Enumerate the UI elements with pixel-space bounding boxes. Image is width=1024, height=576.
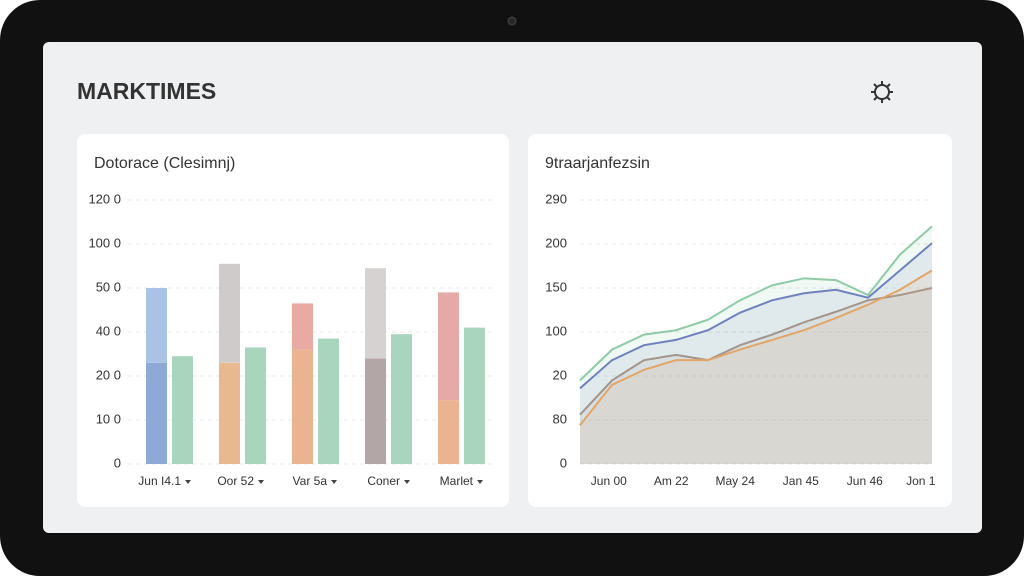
series-line	[579, 242, 933, 390]
y-tick-label: 20 0	[96, 367, 121, 382]
y-tick-label: 40 0	[96, 323, 121, 338]
x-tick-label: Jon 1	[906, 474, 936, 488]
bar-segment	[365, 358, 386, 464]
series-line	[579, 287, 933, 416]
x-tick-label: Jun 00	[591, 474, 627, 488]
camera	[507, 16, 517, 26]
x-tick-label: Coner	[367, 474, 400, 488]
dropdown-caret[interactable]	[477, 480, 483, 484]
dropdown-caret[interactable]	[258, 480, 264, 484]
series-area	[580, 270, 932, 464]
x-tick-label: Jun 46	[847, 474, 883, 488]
y-tick-label: 100 0	[88, 235, 121, 250]
y-tick-label: 200	[545, 235, 567, 250]
bar-segment	[292, 349, 313, 464]
bar	[391, 334, 412, 464]
y-tick-label: 0	[114, 455, 121, 470]
y-tick-label: 0	[560, 455, 567, 470]
bar	[245, 347, 266, 464]
bar-segment	[438, 292, 459, 401]
series-line	[579, 225, 933, 382]
bar	[464, 327, 485, 464]
bar	[172, 356, 193, 464]
bar-segment	[219, 362, 240, 464]
dropdown-caret[interactable]	[331, 480, 337, 484]
card-title: 9traarjanfezsin	[545, 155, 650, 172]
dropdown-caret[interactable]	[185, 480, 191, 484]
y-tick-label: 20	[553, 367, 567, 382]
x-tick-label: Marlet	[440, 474, 474, 488]
bar-segment	[146, 288, 167, 363]
x-tick-label: Jun I4.1	[138, 474, 181, 488]
series-line	[579, 269, 933, 426]
settings-icon[interactable]	[871, 81, 893, 103]
series-area	[580, 288, 932, 464]
card-title: Dotorace (Clesimnj)	[94, 155, 235, 172]
bar-segment	[292, 303, 313, 350]
y-tick-label: 120 0	[88, 191, 121, 206]
x-tick-label: Oor 52	[217, 474, 254, 488]
app-title: MARKTIMES	[77, 78, 216, 104]
x-tick-label: Var 5a	[293, 474, 328, 488]
dropdown-caret[interactable]	[404, 480, 410, 484]
bar-segment	[438, 400, 459, 464]
bar	[318, 338, 339, 464]
x-tick-label: May 24	[716, 474, 756, 488]
x-tick-label: Am 22	[654, 474, 689, 488]
series-area	[580, 243, 932, 464]
y-tick-label: 80	[553, 411, 567, 426]
y-tick-label: 10 0	[96, 411, 121, 426]
y-tick-label: 100	[545, 323, 567, 338]
y-tick-label: 290	[545, 191, 567, 206]
y-tick-label: 150	[545, 279, 567, 294]
bar-segment	[146, 362, 167, 464]
bar-segment	[365, 268, 386, 359]
y-tick-label: 50 0	[96, 279, 121, 294]
x-tick-label: Jan 45	[783, 474, 819, 488]
bar-segment	[219, 263, 240, 363]
card	[528, 134, 952, 507]
